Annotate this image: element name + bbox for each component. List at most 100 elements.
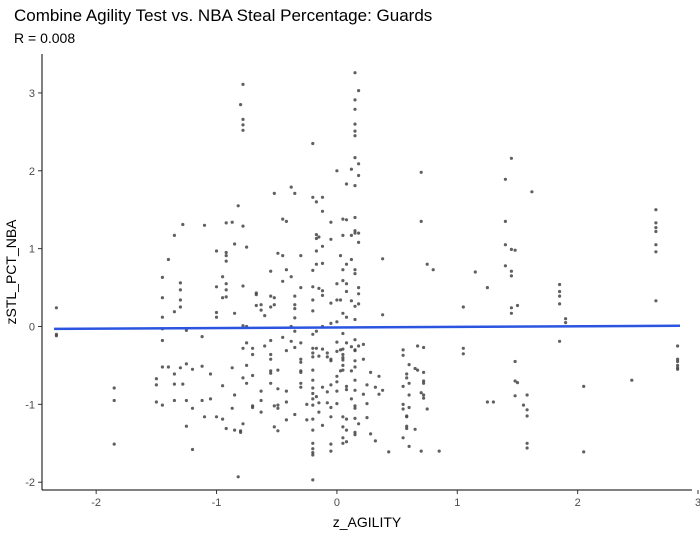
data-point-275	[353, 229, 357, 233]
data-point-218	[335, 282, 339, 286]
data-point-232	[341, 233, 345, 237]
x-tick-label--2: -2	[91, 497, 101, 509]
data-point-90	[251, 373, 255, 378]
data-point-81	[241, 376, 245, 380]
data-point-287	[353, 388, 357, 392]
data-point-60	[224, 426, 228, 431]
data-point-384	[558, 282, 562, 287]
data-point-370	[509, 311, 513, 315]
data-point-262	[349, 299, 353, 303]
data-point-106	[269, 338, 273, 343]
data-point-175	[311, 447, 315, 451]
data-point-77	[241, 224, 245, 228]
data-point-386	[558, 294, 562, 298]
data-point-271	[353, 134, 357, 138]
data-point-395	[654, 221, 658, 225]
data-point-259	[349, 167, 353, 171]
data-point-249	[344, 262, 349, 266]
data-point-206	[329, 301, 333, 305]
data-point-67	[233, 311, 237, 315]
data-point-29	[181, 382, 185, 386]
data-point-311	[373, 439, 377, 443]
data-point-76	[241, 128, 245, 132]
data-point-98	[259, 389, 263, 393]
data-point-217	[335, 169, 339, 173]
data-point-196	[320, 289, 325, 293]
data-point-394	[654, 208, 658, 212]
data-point-163	[311, 346, 315, 350]
data-point-324	[401, 407, 405, 411]
data-point-136	[289, 339, 293, 343]
data-point-131	[284, 400, 288, 404]
data-point-164	[311, 351, 315, 355]
data-point-153	[299, 385, 303, 389]
data-point-315	[381, 388, 385, 392]
data-point-75	[241, 123, 245, 127]
data-point-138	[293, 294, 297, 298]
data-point-269	[353, 122, 357, 126]
data-point-124	[281, 254, 285, 258]
data-point-6	[154, 377, 158, 381]
data-point-291	[353, 430, 357, 434]
data-point-388	[558, 339, 562, 343]
x-tick-label-1: 1	[454, 497, 460, 509]
data-point-168	[311, 386, 315, 390]
data-point-17	[166, 365, 170, 369]
data-point-288	[353, 404, 357, 408]
data-point-147	[299, 341, 303, 345]
data-point-44	[214, 285, 219, 289]
data-point-109	[269, 369, 273, 373]
data-point-92	[251, 405, 255, 410]
data-point-57	[224, 288, 228, 292]
data-point-142	[293, 329, 297, 333]
data-point-88	[251, 346, 255, 350]
data-point-369	[509, 306, 513, 310]
data-point-9	[160, 275, 164, 279]
data-point-380	[525, 414, 529, 418]
data-point-201	[320, 423, 325, 427]
data-point-326	[405, 376, 409, 380]
data-point-137	[293, 191, 297, 195]
data-point-26	[178, 305, 182, 309]
data-point-209	[329, 359, 333, 363]
data-point-378	[525, 393, 529, 397]
y-tick-label-1: 1	[29, 244, 35, 256]
data-point-356	[461, 305, 465, 309]
data-point-40	[202, 223, 207, 227]
data-point-191	[317, 410, 321, 414]
data-point-154	[305, 402, 309, 406]
data-point-24	[178, 288, 182, 292]
data-point-172	[311, 417, 315, 421]
data-point-397	[654, 229, 658, 234]
data-point-190	[317, 401, 321, 405]
data-point-89	[251, 352, 255, 357]
data-point-103	[269, 269, 273, 273]
data-point-293	[357, 89, 361, 93]
data-point-210	[329, 383, 333, 387]
data-point-139	[293, 303, 297, 307]
data-point-45	[214, 310, 219, 315]
data-point-107	[269, 352, 273, 357]
data-point-353	[437, 449, 441, 453]
data-point-233	[341, 268, 345, 272]
data-point-312	[373, 385, 377, 389]
data-point-74	[241, 117, 245, 121]
data-point-223	[335, 374, 339, 378]
data-point-22	[172, 398, 176, 403]
data-point-105	[269, 305, 273, 309]
data-point-339	[416, 368, 420, 372]
data-point-220	[335, 320, 339, 324]
data-point-239	[341, 356, 345, 360]
data-point-121	[276, 406, 280, 410]
data-point-117	[276, 251, 280, 255]
data-point-251	[344, 289, 349, 294]
data-point-302	[357, 422, 361, 426]
data-point-252	[344, 315, 349, 319]
data-point-348	[422, 393, 426, 397]
data-point-144	[293, 412, 297, 417]
data-point-185	[314, 346, 318, 350]
x-tick-label--1: -1	[212, 497, 222, 509]
data-point-174	[311, 441, 315, 445]
data-point-406	[676, 367, 680, 371]
data-point-335	[407, 444, 411, 448]
